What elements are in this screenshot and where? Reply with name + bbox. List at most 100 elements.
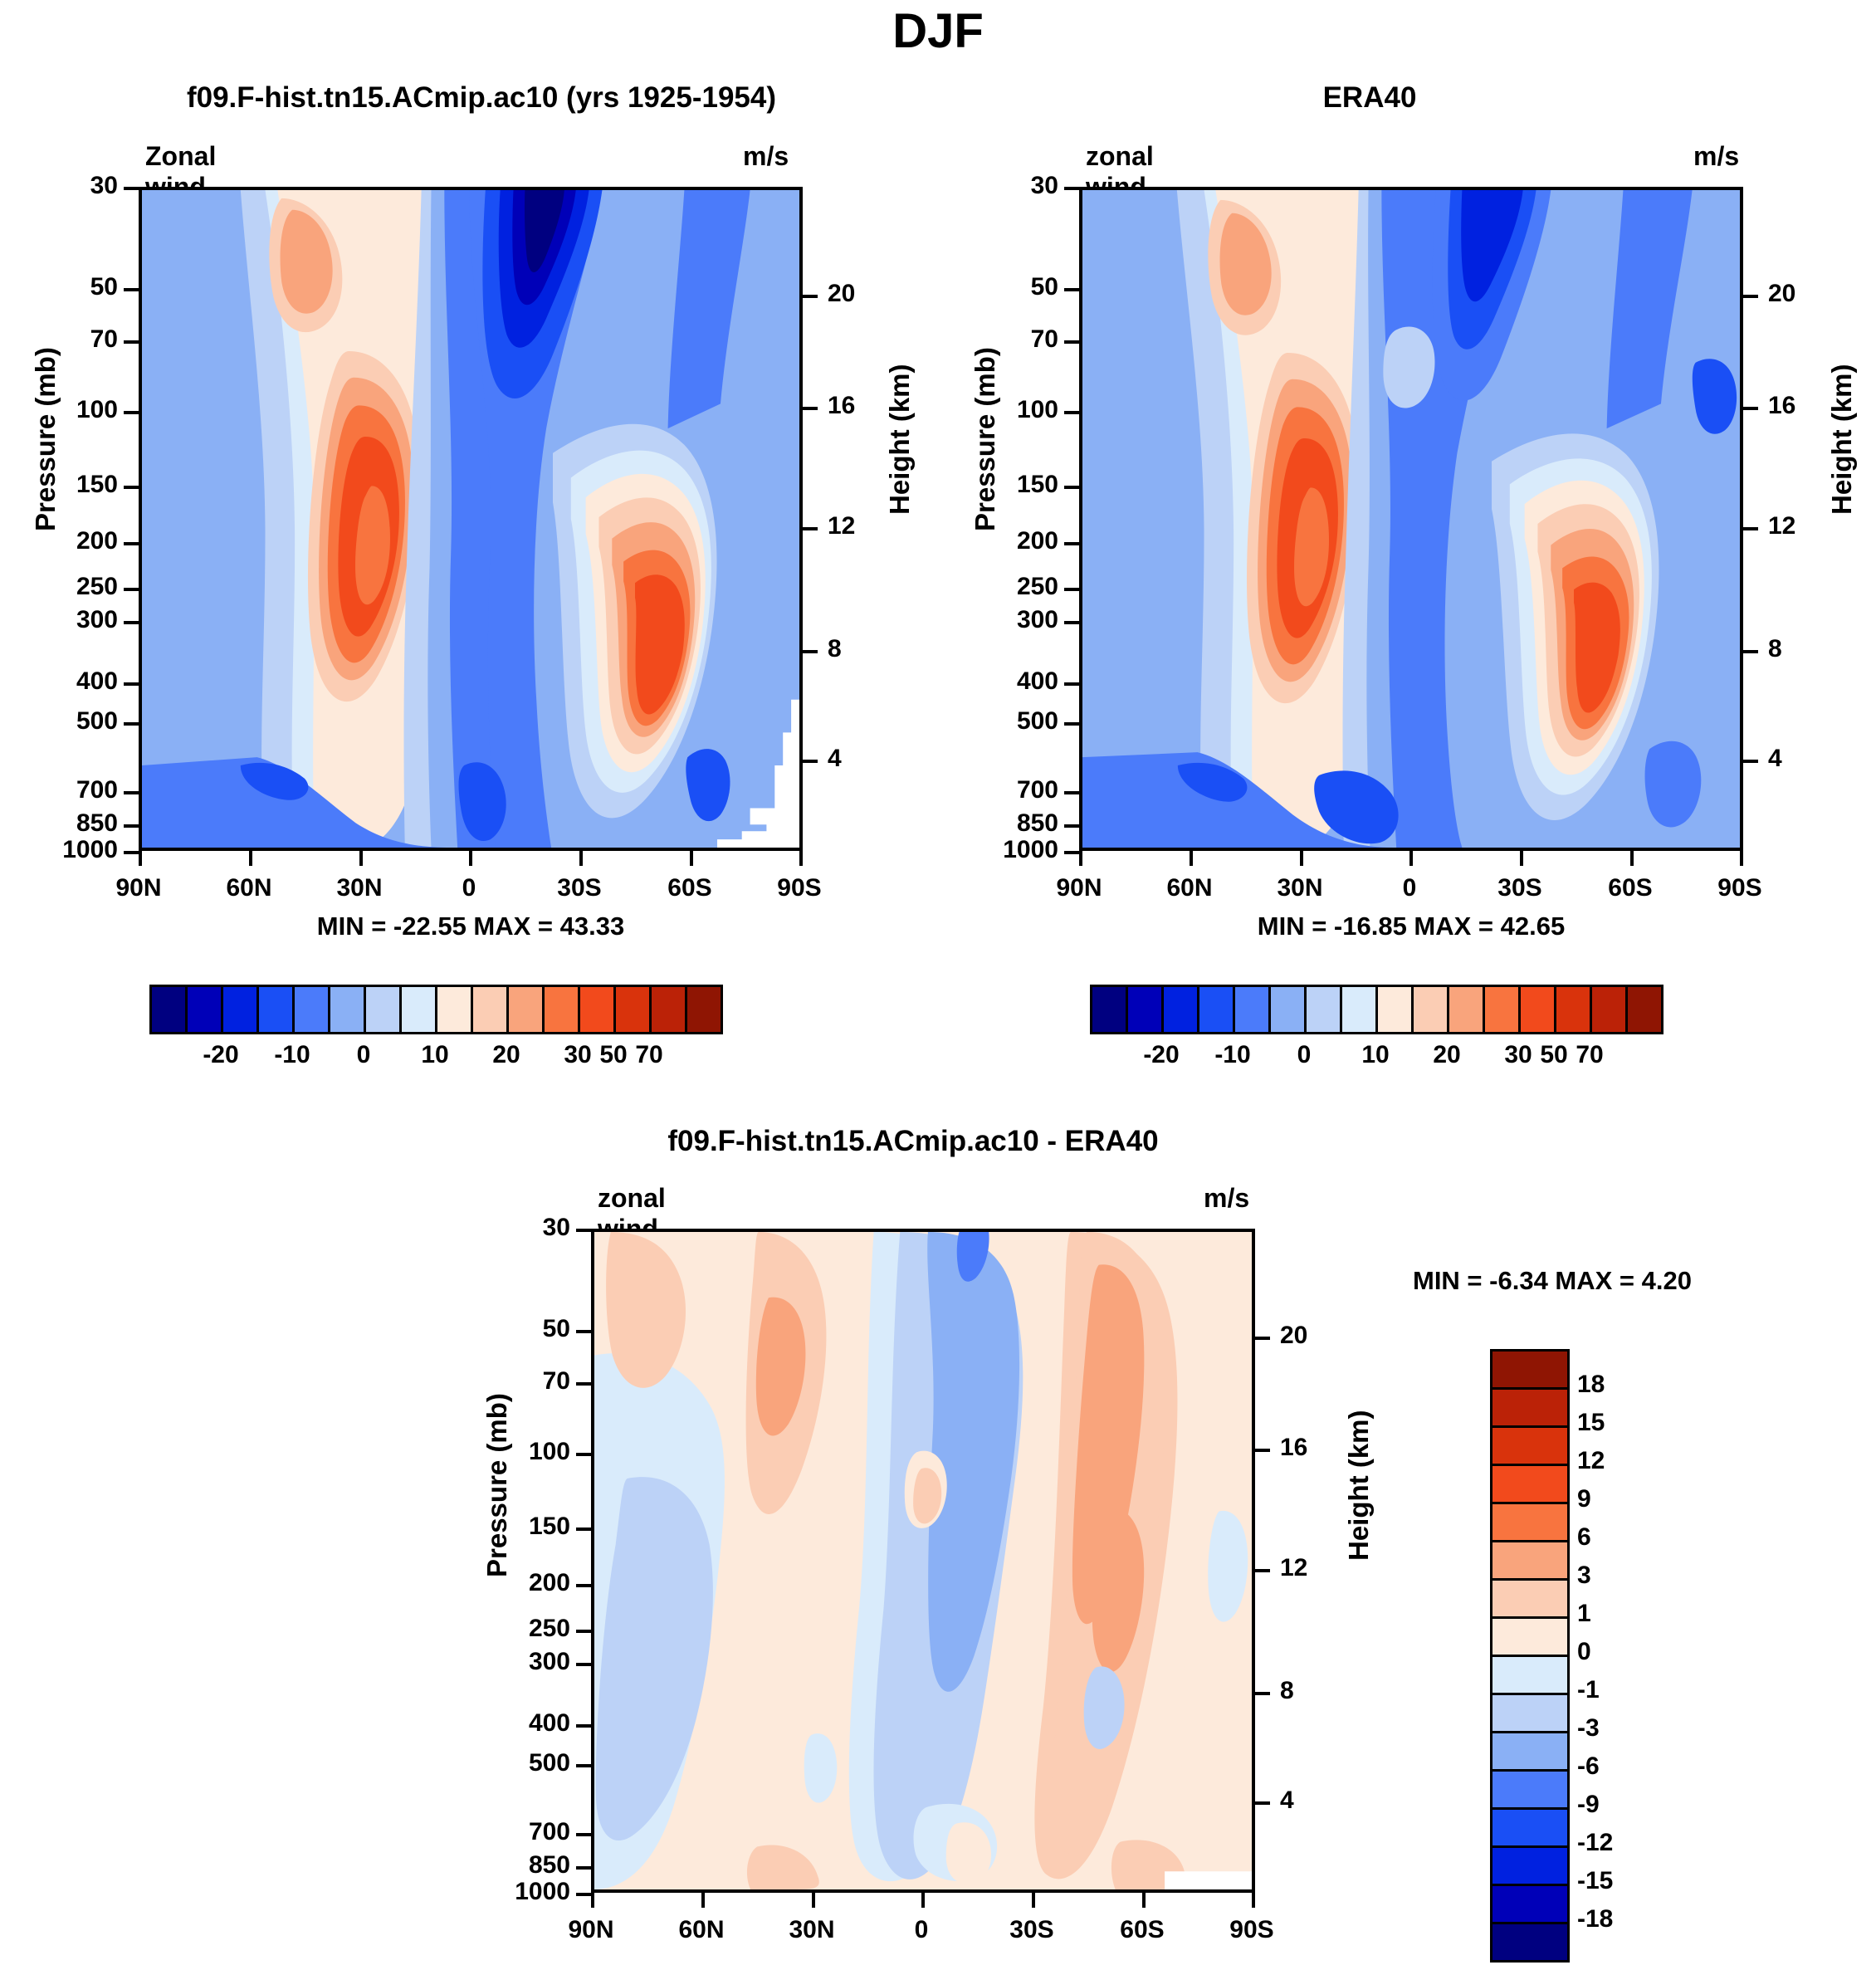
y2tick-label: 20: [1280, 1322, 1308, 1349]
ytick-label: 850: [1016, 809, 1058, 837]
colorbar-cell: [1271, 987, 1307, 1032]
colorbar-cell: [1485, 987, 1521, 1032]
colorbar-tick-label: -9: [1577, 1791, 1600, 1818]
colorbar-tick-label: 10: [1361, 1041, 1390, 1068]
y2tick-label: 16: [1768, 392, 1796, 419]
panel-left-colorbar: [149, 985, 723, 1034]
ytick-label: 400: [528, 1709, 570, 1737]
colorbar-cell: [1492, 1428, 1567, 1466]
panel-left-y2label: Height (km): [884, 364, 915, 516]
colorbar-tick-label: 18: [1577, 1371, 1605, 1398]
colorbar-tick-label: -1: [1577, 1676, 1600, 1703]
xtick-label: 0: [914, 1916, 929, 1943]
colorbar-tick-label: -15: [1577, 1867, 1614, 1894]
colorbar-tick-label: 3: [1577, 1562, 1591, 1589]
xtick-label: 90S: [1717, 874, 1762, 902]
ytick-label: 500: [76, 707, 118, 735]
xtick-label: 60S: [667, 874, 712, 902]
ytick-label: 300: [528, 1648, 570, 1675]
colorbar-cell: [1492, 1810, 1567, 1848]
colorbar-tick-label: 0: [1297, 1041, 1312, 1068]
panel-right-contours: [1082, 190, 1740, 848]
xtick-label: 90S: [1229, 1916, 1274, 1943]
panel-left-ylabel: Pressure (mb): [30, 347, 61, 531]
colorbar-tick-label: 6: [1577, 1523, 1591, 1551]
y2tick-label: 4: [1768, 745, 1782, 772]
colorbar-cell: [1556, 987, 1592, 1032]
colorbar-cell: [188, 987, 223, 1032]
colorbar-tick-label: 20: [1433, 1041, 1461, 1068]
ytick-label: 70: [90, 325, 118, 353]
panel-left-plot: [139, 187, 803, 851]
ytick-label: 30: [90, 172, 118, 199]
colorbar-tick-label: 50: [1540, 1041, 1568, 1068]
colorbar-tick-label: -10: [274, 1041, 310, 1068]
panel-right-title: ERA40: [1322, 81, 1417, 114]
colorbar-cell: [1592, 987, 1628, 1032]
ytick-label: 250: [76, 573, 118, 600]
ytick-label: 300: [76, 606, 118, 633]
ytick-label: 300: [1016, 606, 1058, 633]
colorbar-cell: [1628, 987, 1661, 1032]
colorbar-tick-label: 12: [1577, 1447, 1605, 1474]
xtick-label: 90N: [115, 874, 162, 902]
xtick-label: 0: [462, 874, 476, 902]
colorbar-cell: [1492, 1886, 1567, 1924]
panel-left-units-label: m/s: [743, 141, 789, 171]
colorbar-tick-label: 0: [1577, 1638, 1591, 1665]
panel-bottom-colorbar: [1490, 1349, 1570, 1963]
ytick-label: 400: [76, 667, 118, 695]
colorbar-cell: [1164, 987, 1199, 1032]
ytick-label: 700: [528, 1818, 570, 1845]
colorbar-cell: [1492, 1581, 1567, 1619]
panel-bottom-minmax: MIN = -6.34 MAX = 4.20: [1413, 1266, 1692, 1295]
colorbar-cell: [1092, 987, 1128, 1032]
panel-bottom-y2label: Height (km): [1343, 1410, 1374, 1562]
colorbar-tick-label: -10: [1214, 1041, 1251, 1068]
colorbar-cell: [1307, 987, 1342, 1032]
colorbar-tick-label: 15: [1577, 1409, 1605, 1436]
colorbar-cell: [1492, 1924, 1567, 1960]
colorbar-tick-label: 70: [1576, 1041, 1604, 1068]
panel-right-y2label: Height (km): [1826, 364, 1857, 516]
y2tick-label: 8: [1280, 1677, 1294, 1704]
panel-right-minmax: MIN = -16.85 MAX = 42.65: [1257, 912, 1566, 941]
colorbar-cell: [687, 987, 721, 1032]
ytick-label: 200: [528, 1569, 570, 1596]
colorbar-cell: [1492, 1466, 1567, 1504]
ytick-label: 150: [528, 1513, 570, 1540]
colorbar-tick-label: -20: [1143, 1041, 1180, 1068]
colorbar-cell: [1128, 987, 1164, 1032]
panel-bottom-ylabel: Pressure (mb): [481, 1393, 512, 1577]
colorbar-cell: [402, 987, 437, 1032]
ytick-label: 1000: [1003, 836, 1058, 863]
xtick-label: 30N: [789, 1916, 835, 1943]
ytick-label: 500: [1016, 707, 1058, 735]
colorbar-tick-label: 0: [356, 1041, 371, 1068]
xtick-label: 90N: [1056, 874, 1102, 902]
colorbar-cell: [509, 987, 545, 1032]
colorbar-cell: [1492, 1848, 1567, 1886]
colorbar-tick-label: 10: [421, 1041, 449, 1068]
colorbar-tick-label: 1: [1577, 1600, 1591, 1627]
colorbar-cell: [1235, 987, 1271, 1032]
panel-bottom-title: f09.F-hist.tn15.ACmip.ac10 - ERA40: [667, 1125, 1159, 1157]
ytick-label: 30: [542, 1214, 570, 1241]
ytick-label: 150: [76, 471, 118, 498]
colorbar-tick-label: 30: [564, 1041, 592, 1068]
colorbar-cell: [1492, 1695, 1567, 1733]
ytick-label: 850: [76, 809, 118, 837]
colorbar-cell: [259, 987, 295, 1032]
colorbar-cell: [1492, 1657, 1567, 1695]
y2tick-label: 4: [1280, 1787, 1294, 1814]
y2tick-label: 12: [1768, 512, 1796, 540]
y2tick-label: 12: [1280, 1554, 1308, 1581]
ytick-label: 1000: [62, 836, 118, 863]
panel-right-plot: [1079, 187, 1743, 851]
colorbar-cell: [152, 987, 188, 1032]
y2tick-label: 8: [1768, 635, 1782, 662]
ytick-label: 400: [1016, 667, 1058, 695]
panel-right-units-label: m/s: [1693, 141, 1740, 171]
colorbar-tick-label: -3: [1577, 1714, 1600, 1742]
colorbar-tick-label: -12: [1577, 1829, 1614, 1856]
